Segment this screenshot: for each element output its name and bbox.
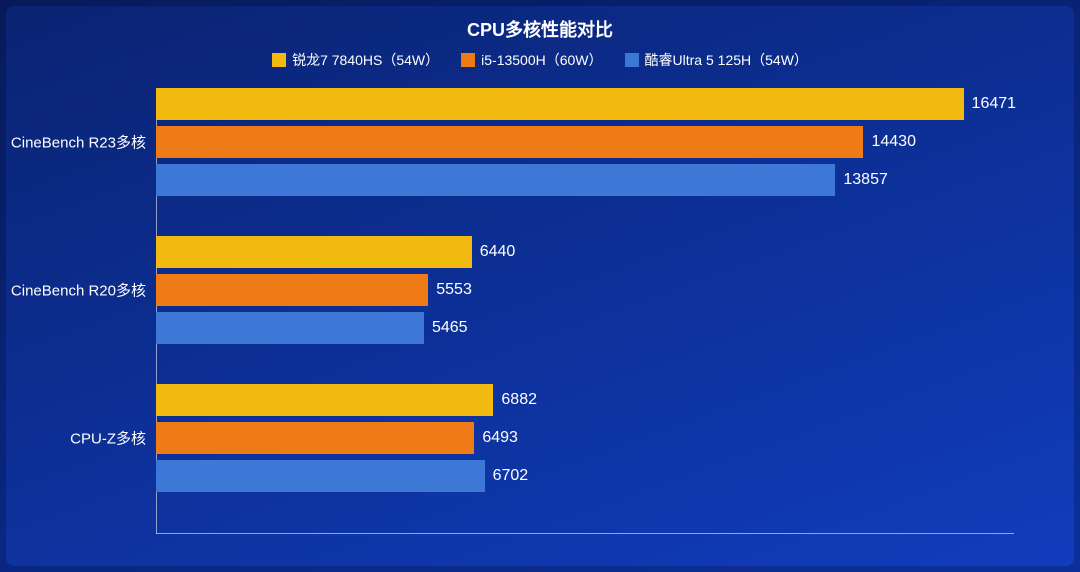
legend-swatch-0 [272,53,286,67]
bar-row: 6440 [156,236,1014,268]
chart-inner: CPU多核性能对比 锐龙7 7840HS（54W） i5-13500H（60W）… [6,6,1074,566]
bar-value-label: 16471 [972,95,1017,113]
bar-group: CineBench R20多核644055535465 [156,236,1014,344]
legend-item-1: i5-13500H（60W） [461,50,602,70]
category-label: CineBench R20多核 [11,280,146,301]
bar-group: CineBench R23多核164711443013857 [156,88,1014,196]
bar: 6882 [156,384,493,416]
bar-value-label: 5553 [436,281,472,299]
bar-row: 6493 [156,422,1014,454]
category-label: CPU-Z多核 [70,428,146,449]
bar-value-label: 13857 [843,171,888,189]
bar-value-label: 5465 [432,319,468,337]
bar-value-label: 6493 [482,429,518,447]
bar-value-label: 14430 [871,133,916,151]
legend-label-1: i5-13500H（60W） [481,50,602,70]
bar-row: 13857 [156,164,1014,196]
bar-value-label: 6702 [493,467,529,485]
bar-group: CPU-Z多核688264936702 [156,384,1014,492]
chart-title: CPU多核性能对比 [6,6,1074,42]
legend-label-2: 酷睿Ultra 5 125H（54W） [645,50,808,70]
x-axis [156,533,1014,534]
legend-label-0: 锐龙7 7840HS（54W） [292,50,439,70]
category-label: CineBench R23多核 [11,132,146,153]
legend-item-2: 酷睿Ultra 5 125H（54W） [625,50,808,70]
legend-swatch-1 [461,53,475,67]
plot-area: CineBench R23多核164711443013857CineBench … [156,88,1014,534]
bar-row: 5465 [156,312,1014,344]
legend-swatch-2 [625,53,639,67]
bar-row: 16471 [156,88,1014,120]
bar: 16471 [156,88,964,120]
bar-row: 6882 [156,384,1014,416]
bar-value-label: 6882 [501,391,537,409]
bar: 5465 [156,312,424,344]
bar: 5553 [156,274,428,306]
bar-row: 5553 [156,274,1014,306]
bar-value-label: 6440 [480,243,516,261]
bar: 14430 [156,126,863,158]
legend-item-0: 锐龙7 7840HS（54W） [272,50,439,70]
chart-outer: CPU多核性能对比 锐龙7 7840HS（54W） i5-13500H（60W）… [0,0,1080,572]
bar: 6493 [156,422,474,454]
legend: 锐龙7 7840HS（54W） i5-13500H（60W） 酷睿Ultra 5… [6,50,1074,70]
bar: 13857 [156,164,835,196]
bar-row: 6702 [156,460,1014,492]
bar: 6440 [156,236,472,268]
bar: 6702 [156,460,485,492]
bar-row: 14430 [156,126,1014,158]
